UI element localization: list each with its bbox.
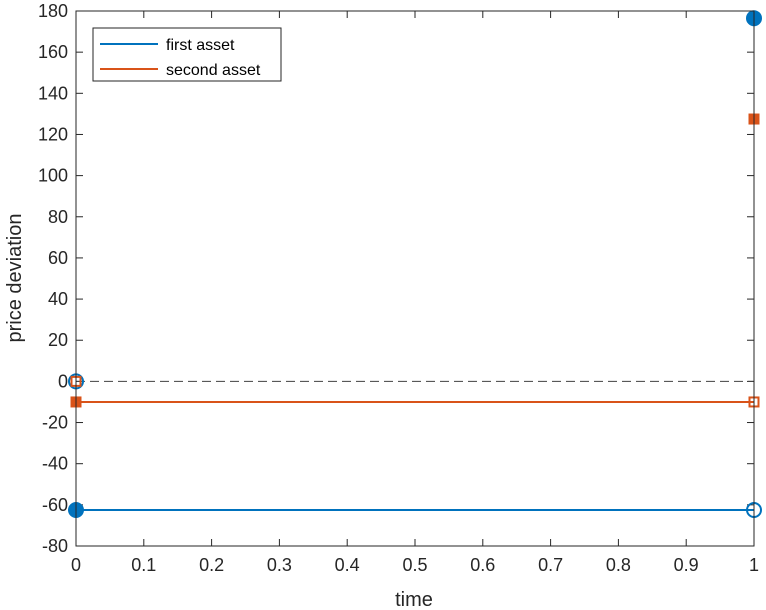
legend: first asset second asset [92, 27, 282, 82]
plot-background [76, 11, 754, 546]
x-tick-label: 0.4 [335, 555, 360, 575]
y-tick-label: 100 [38, 166, 68, 186]
x-tick-label: 0.7 [538, 555, 563, 575]
y-tick-label: -80 [42, 536, 68, 556]
y-tick-label: 120 [38, 124, 68, 144]
y-tick-label: -20 [42, 413, 68, 433]
x-tick-label: 0.2 [199, 555, 224, 575]
y-tick-label: -60 [42, 495, 68, 515]
y-tick-label: 160 [38, 42, 68, 62]
legend-label-first-asset: first asset [166, 37, 235, 54]
x-tick-label: 0.8 [606, 555, 631, 575]
axes-frame [75, 10, 755, 547]
legend-box [92, 27, 282, 82]
legend-label-second-asset: second asset [166, 62, 261, 79]
plot-layer: 0 0.1 0.2 0.3 0.4 0.5 0.6 0.7 0.8 0.9 1 -80 -60 -40 -2… [38, 1, 762, 575]
x-axis-label: time [395, 589, 433, 610]
y-tick-label: 0 [58, 371, 68, 391]
y-tick-label: 140 [38, 83, 68, 103]
y-tick-label: 80 [48, 207, 68, 227]
x-tick-label: 0.5 [402, 555, 427, 575]
x-tick-label: 0.3 [267, 555, 292, 575]
x-tick-label: 0.1 [131, 555, 156, 575]
y-tick-label: 60 [48, 248, 68, 268]
x-tick-label: 0.6 [470, 555, 495, 575]
y-tick-label: 20 [48, 330, 68, 350]
x-tick-label: 0 [71, 555, 81, 575]
y-tick-label: 40 [48, 289, 68, 309]
x-tick-label: 1 [749, 555, 759, 575]
y-tick-label: -40 [42, 454, 68, 474]
x-tick-label: 0.9 [674, 555, 699, 575]
y-axis-label: price deviation [4, 214, 26, 343]
y-tick-label: 180 [38, 1, 68, 21]
